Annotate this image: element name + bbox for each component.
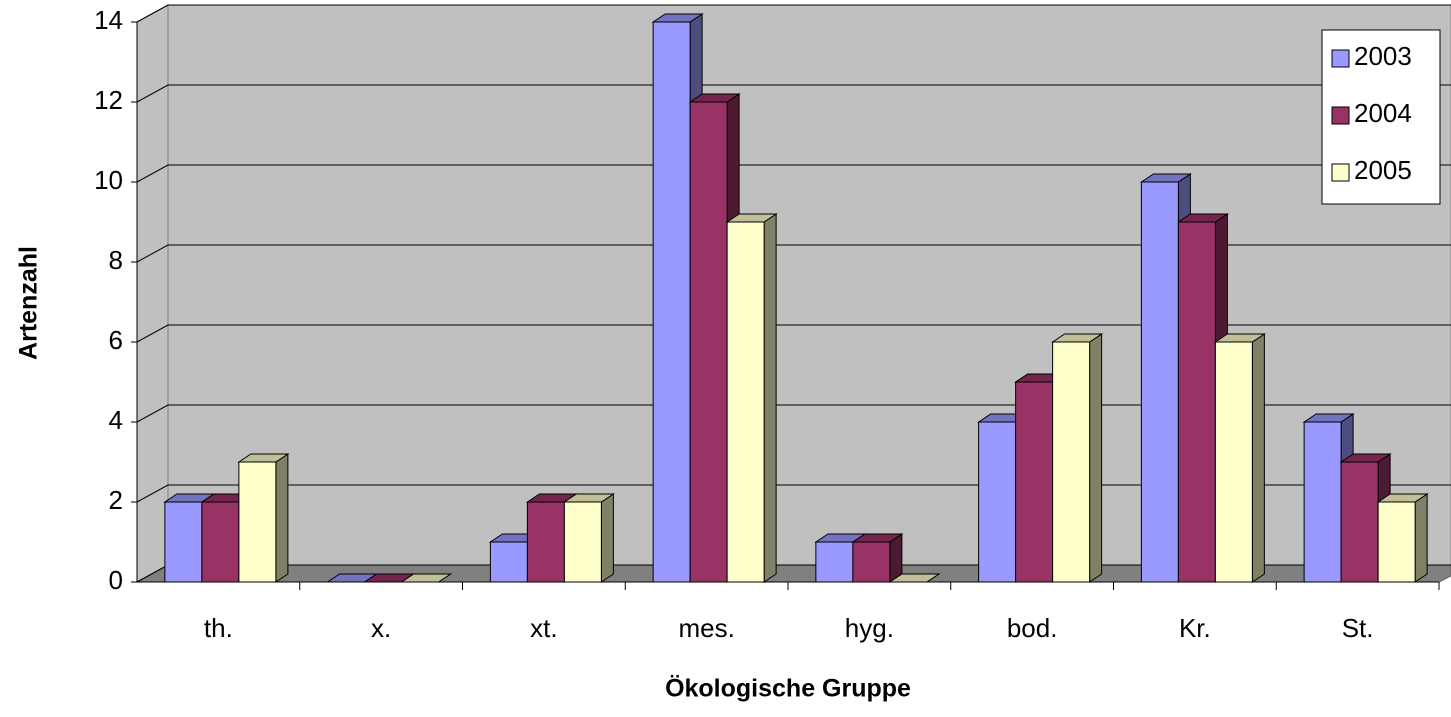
bar: [1050, 333, 1104, 583]
grid-line: [136, 4, 1451, 23]
grid-line: [136, 164, 1451, 183]
bar: [237, 453, 290, 583]
bar-front: [1377, 501, 1416, 583]
y-tick-label: 8: [109, 245, 123, 275]
bar: [851, 533, 904, 583]
y-tick-label: 2: [109, 485, 123, 515]
y-tick-label: 14: [94, 5, 123, 35]
bar-front: [815, 541, 854, 583]
bar-top: [399, 573, 453, 583]
bar-front: [201, 501, 240, 583]
y-tick-label: 0: [109, 565, 123, 595]
legend-swatch: [1331, 163, 1350, 182]
bar-front: [563, 501, 602, 583]
grid-line: [136, 324, 1451, 343]
x-tick-label: mes.: [678, 613, 734, 643]
bar: [1213, 333, 1267, 583]
legend-label: 2004: [1354, 98, 1412, 128]
bar: [1376, 493, 1429, 583]
bar-front: [1052, 341, 1091, 583]
bar: [562, 493, 616, 583]
bar: [399, 573, 453, 583]
y-tick-label: 12: [94, 85, 123, 115]
bar-front: [526, 501, 565, 583]
x-tick-label: x.: [371, 613, 391, 643]
bar-front: [852, 541, 891, 583]
x-tick-label: xt.: [530, 613, 557, 643]
x-tick-label: bod.: [1007, 613, 1058, 643]
bar-front: [1340, 461, 1379, 583]
bar-side: [1251, 333, 1265, 583]
legend-label: 2005: [1354, 155, 1412, 185]
bar: [888, 573, 941, 583]
legend-swatch: [1331, 106, 1350, 125]
bar-side: [1414, 493, 1428, 583]
y-tick-label: 6: [109, 325, 123, 355]
legend-swatch: [1331, 49, 1350, 68]
bar-front: [652, 21, 691, 583]
x-tick-label: th.: [204, 613, 233, 643]
bar-side: [1089, 333, 1103, 583]
y-tick-label: 10: [94, 165, 123, 195]
x-tick-label: St.: [1342, 613, 1374, 643]
bar: [725, 213, 778, 583]
side-wall: [136, 4, 169, 583]
bar-front: [1015, 381, 1054, 583]
bar-front: [1140, 181, 1179, 583]
x-tick-label: hyg.: [845, 613, 894, 643]
bar-side: [763, 213, 777, 583]
bar-top: [888, 573, 941, 583]
x-axis-title: Ökologische Gruppe: [665, 674, 911, 703]
grid-line: [136, 84, 1451, 103]
bar-front: [489, 541, 528, 583]
bar-front: [238, 461, 277, 583]
bar-front: [978, 421, 1017, 583]
grid-line: [136, 244, 1451, 263]
bar-front: [164, 501, 203, 583]
bar-front: [1214, 341, 1253, 583]
legend-label: 2003: [1354, 41, 1412, 71]
bar-front: [1177, 221, 1216, 583]
bar-side: [275, 453, 289, 583]
y-axis-title: Artenzahl: [15, 246, 43, 360]
bar-front: [689, 101, 728, 583]
bar-front: [726, 221, 765, 583]
y-tick-label: 4: [109, 405, 123, 435]
bar-front: [1303, 421, 1342, 583]
x-tick-label: Kr.: [1179, 613, 1211, 643]
bar-side: [600, 493, 614, 583]
